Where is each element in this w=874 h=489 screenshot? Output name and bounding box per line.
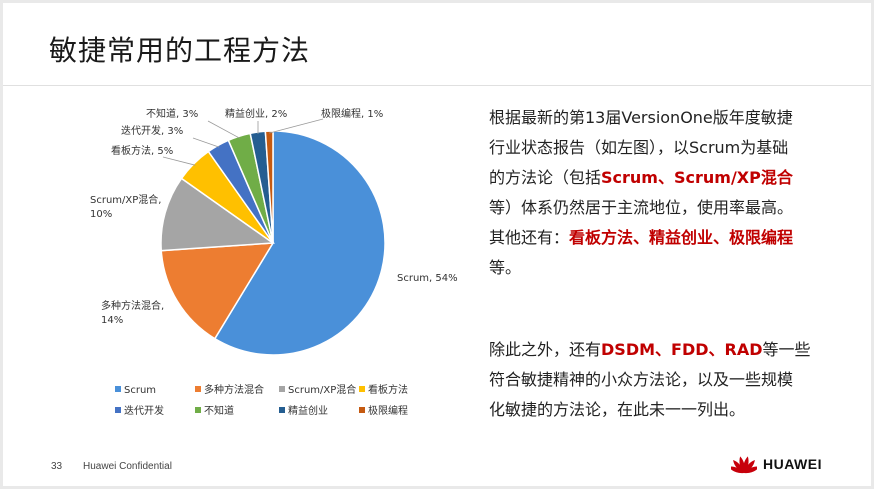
pie-slice-scrum <box>213 130 386 356</box>
data-label-xp: 极限编程, 1% <box>321 107 383 120</box>
huawei-logo: HUAWEI <box>731 451 841 477</box>
data-label-mixed-methods: 多种方法混合, 14% <box>101 299 164 326</box>
confidential-label: Huawei Confidential <box>83 461 172 472</box>
logo-petal <box>731 466 744 474</box>
legend-swatch-kanban <box>359 386 365 392</box>
p2-line-2: 符合敏捷精神的小众方法论，以及一些规模 <box>489 370 794 389</box>
legend-label-lean-startup: 精益创业 <box>288 404 328 417</box>
logo-petal <box>744 459 755 473</box>
data-label-scrum: Scrum, 54% <box>397 273 458 284</box>
leader-line-iterative <box>192 137 220 148</box>
legend-label-scrum: Scrum <box>124 385 156 396</box>
legend-swatch-iterative <box>115 407 121 413</box>
description-paragraph-1: 根据最新的第13届VersionOne版年度敏捷 行业状态报告（如左图），以Sc… <box>489 103 849 283</box>
p1-line-4: 等）体系仍然居于主流地位，使用率最高。 <box>489 198 794 217</box>
description-paragraph-2: 除此之外，还有DSDM、FDD、RAD等一些 符合敏捷精神的小众方法论，以及一些… <box>489 335 849 425</box>
p2-line-1b: 等一些 <box>762 340 811 359</box>
pie-slice-scrum-xp <box>160 177 276 252</box>
brand-name: HUAWEI <box>763 456 822 472</box>
pie-chart: Scrum, 54% 多种方法混合, 14% Scrum/XP混合, 10% 看板方法, … <box>90 107 458 417</box>
p1-highlight-methods: 看板方法、精益创业、极限编程 <box>569 228 794 247</box>
p1-line-1: 根据最新的第13届VersionOne版年度敏捷 <box>489 108 793 127</box>
legend-label-scrum-xp: Scrum/XP混合 <box>288 383 356 396</box>
data-label-kanban: 看板方法, 5% <box>111 144 173 157</box>
p2-line-3: 化敏捷的方法论，在此未一一列出。 <box>489 400 746 419</box>
data-label-scrum-xp: Scrum/XP混合, 10% <box>90 193 161 220</box>
legend-swatch-scrum <box>115 386 121 392</box>
huawei-flower-icon <box>731 456 757 474</box>
legend-swatch-mixed-methods <box>195 386 201 392</box>
logo-petal <box>733 459 744 473</box>
page-number: 33 <box>51 461 63 472</box>
legend-swatch-xp <box>359 407 365 413</box>
leader-line-unknown <box>207 120 240 139</box>
legend-label-kanban: 看板方法 <box>368 383 408 396</box>
legend-label-unknown: 不知道 <box>204 404 234 417</box>
pie-slice-mixed-methods <box>160 242 275 340</box>
p2-line-1a: 除此之外，还有 <box>489 340 602 359</box>
p1-line-5a: 其他还有： <box>489 228 570 247</box>
slide: 敏捷常用的工程方法 Scrum, 54% 多种方法混合, 14% Scrum/XP混合… <box>3 3 871 486</box>
p1-highlight-scrum: Scrum、Scrum/XP混合 <box>601 168 793 187</box>
data-label-lean-startup: 精益创业, 2% <box>225 107 287 120</box>
p2-highlight-methods: DSDM、FDD、RAD <box>601 340 763 359</box>
legend-label-xp: 极限编程 <box>368 404 408 417</box>
title-divider <box>3 85 871 86</box>
p1-line-2: 行业状态报告（如左图），以Scrum为基础 <box>489 138 789 157</box>
page-title: 敏捷常用的工程方法 <box>49 34 311 67</box>
legend-swatch-unknown <box>195 407 201 413</box>
leader-line-kanban <box>162 156 196 166</box>
legend-label-iterative: 迭代开发 <box>124 404 164 417</box>
p1-line-6: 等。 <box>489 258 522 277</box>
p1-line-3a: 的方法论（包括 <box>489 168 602 187</box>
legend-swatch-scrum-xp <box>279 386 285 392</box>
legend-label-mixed-methods: 多种方法混合 <box>204 383 264 396</box>
logo-petal <box>744 466 757 474</box>
leader-line-xp <box>269 118 324 134</box>
pie-slice-xp <box>264 130 274 244</box>
data-label-unknown: 不知道, 3% <box>146 107 198 120</box>
logo-petal <box>743 456 749 473</box>
legend-swatch-lean-startup <box>279 407 285 413</box>
data-label-iterative: 迭代开发, 3% <box>121 124 183 137</box>
